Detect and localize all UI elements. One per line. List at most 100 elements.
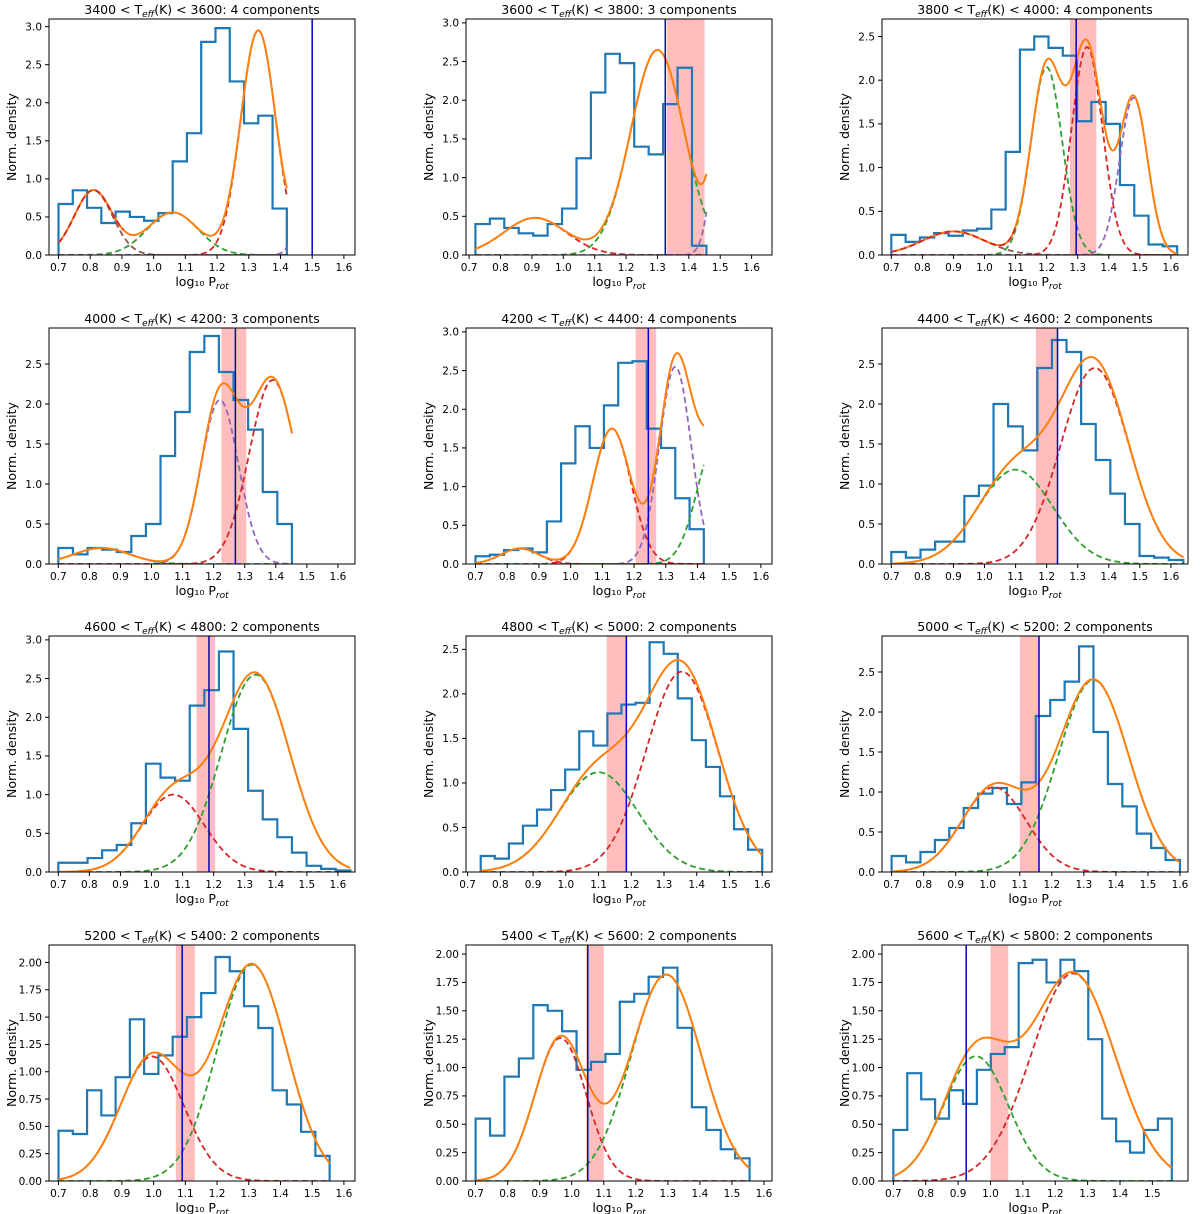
x-tick-label: 1.4 [689, 571, 706, 583]
y-axis-label: Norm. density [4, 401, 19, 489]
component-curve-1 [475, 1037, 750, 1181]
x-tick-label: 1.0 [976, 262, 993, 274]
shaded-band [196, 636, 216, 872]
y-tick-label: 0.75 [852, 1091, 875, 1103]
x-tick-label: 0.8 [499, 1188, 516, 1200]
x-tick-label: 0.8 [81, 879, 98, 891]
histogram-steps [890, 645, 1182, 872]
x-tick-label: 1.2 [1038, 571, 1055, 583]
panel-title: 4400 < Teff(K) < 4600: 2 components [917, 311, 1152, 329]
histogram-steps [479, 641, 764, 872]
plot-area [890, 636, 1182, 872]
panel-12: 0.7 0.8 0.9 1.0 1.1 1.2 1.3 1.4 1.5 0.00 0.25 0.50 0… [837, 928, 1189, 1214]
x-tick-label: 1.0 [562, 571, 579, 583]
x-axis-label: log₁₀ Prot [592, 891, 646, 909]
x-axis-label: log₁₀ Prot [1008, 891, 1062, 909]
panel-2: 0.7 0.8 0.9 1.0 1.1 1.2 1.3 1.4 1.5 1.6 0.0 0.5 1.0 1… [421, 2, 773, 292]
x-tick-label: 0.7 [467, 571, 484, 583]
y-tick-label: 0.0 [858, 559, 875, 571]
panel-title: 4000 < Teff(K) < 4200: 3 components [84, 311, 319, 329]
panel-title: 3400 < Teff(K) < 3600: 4 components [84, 2, 319, 20]
x-tick-label: 1.2 [1047, 1188, 1064, 1200]
y-tick-label: 1.00 [852, 1062, 875, 1074]
x-tick-label: 1.5 [712, 262, 729, 274]
x-tick-label: 1.0 [143, 879, 160, 891]
x-tick-label: 0.8 [917, 1188, 934, 1200]
x-tick-label: 1.6 [330, 879, 347, 891]
x-tick-label: 0.8 [492, 879, 509, 891]
panel-3: 0.7 0.8 0.9 1.0 1.1 1.2 1.3 1.4 1.5 1.6 0.0 0.5 1.0 1… [837, 2, 1189, 292]
x-tick-label: 1.2 [627, 1188, 644, 1200]
x-tick-label: 0.9 [950, 1188, 967, 1200]
x-tick-label: 1.3 [1069, 262, 1086, 274]
y-tick-label: 2.5 [25, 673, 42, 685]
histogram-steps [890, 338, 1185, 564]
x-tick-label: 1.2 [618, 262, 635, 274]
panel-11: 0.7 0.8 0.9 1.0 1.1 1.2 1.3 1.4 1.5 1.6 0.00 0.25 0.… [421, 928, 773, 1214]
y-tick-label: 2.5 [858, 31, 875, 43]
x-tick-label: 1.4 [1112, 1188, 1129, 1200]
plot-area [57, 328, 294, 564]
histogram-steps [57, 650, 352, 872]
x-tick-label: 0.9 [945, 571, 962, 583]
y-tick-label: 3.0 [442, 327, 459, 339]
x-tick-label: 1.3 [649, 262, 666, 274]
y-tick-label: 2.00 [852, 949, 875, 961]
y-axis-label: Norm. density [4, 92, 19, 180]
component-curve-3 [58, 379, 293, 564]
panel-title: 4800 < Teff(K) < 5000: 2 components [501, 619, 736, 637]
y-tick-label: 2.5 [442, 56, 459, 68]
histogram-steps [57, 27, 288, 255]
overlap-curve [57, 189, 125, 244]
x-tick-label: 1.0 [979, 879, 996, 891]
y-axis-label: Norm. density [837, 709, 852, 797]
axes-frame [881, 18, 1189, 256]
y-tick-label: 1.0 [442, 778, 459, 790]
x-tick-label: 1.6 [1163, 571, 1180, 583]
x-tick-label: 1.5 [298, 571, 315, 583]
x-tick-label: 1.2 [626, 571, 643, 583]
x-tick-label: 0.8 [82, 1188, 99, 1200]
x-tick-label: 0.9 [531, 571, 548, 583]
x-tick-label: 0.7 [883, 571, 900, 583]
x-tick-label: 1.5 [298, 879, 315, 891]
y-tick-label: 1.5 [858, 747, 875, 759]
x-tick-label: 0.7 [50, 262, 67, 274]
shaded-band [586, 945, 604, 1181]
plot-area [474, 945, 751, 1181]
plot-area [474, 19, 708, 255]
panel-title: 3600 < Teff(K) < 3800: 3 components [501, 2, 736, 20]
x-axis-label: log₁₀ Prot [175, 891, 229, 909]
y-tick-label: 0.0 [25, 559, 42, 571]
y-axis-label: Norm. density [837, 1018, 852, 1106]
y-tick-label: 1.0 [25, 479, 42, 491]
y-tick-label: 0.5 [858, 206, 875, 218]
y-tick-label: 2.0 [25, 98, 42, 110]
x-tick-label: 0.7 [50, 571, 67, 583]
y-tick-label: 1.0 [442, 172, 459, 184]
y-tick-label: 0.00 [19, 1176, 42, 1188]
y-tick-label: 0.50 [436, 1119, 459, 1131]
x-tick-label: 1.4 [692, 1188, 709, 1200]
x-tick-label: 1.6 [336, 1188, 353, 1200]
y-tick-label: 1.0 [25, 174, 42, 186]
histogram-steps [474, 360, 705, 564]
total-fit-curve [475, 48, 708, 250]
x-tick-label: 0.8 [499, 571, 516, 583]
x-tick-label: 0.7 [883, 262, 900, 274]
x-tick-label: 1.5 [304, 1188, 321, 1200]
y-tick-label: 2.5 [858, 359, 875, 371]
x-axis-label: log₁₀ Prot [592, 274, 646, 292]
axes-frame [465, 944, 773, 1182]
total-fit-curve [891, 38, 1178, 255]
shaded-band [175, 945, 195, 1181]
y-axis-label: Norm. density [837, 92, 852, 180]
y-tick-label: 1.0 [858, 787, 875, 799]
panel-6: 0.7 0.8 0.9 1.0 1.1 1.2 1.3 1.4 1.5 1.6 0.0 0.5 1.0 1… [837, 311, 1189, 601]
y-tick-label: 0.5 [442, 211, 459, 223]
x-axis-label: log₁₀ Prot [1008, 583, 1062, 601]
x-axis-label: log₁₀ Prot [175, 1200, 229, 1214]
panel-4: 0.7 0.8 0.9 1.0 1.1 1.2 1.3 1.4 1.5 1.6 0.0 0.5 1.0 1… [4, 311, 356, 601]
shaded-band [635, 328, 657, 564]
axes-frame [881, 635, 1189, 873]
